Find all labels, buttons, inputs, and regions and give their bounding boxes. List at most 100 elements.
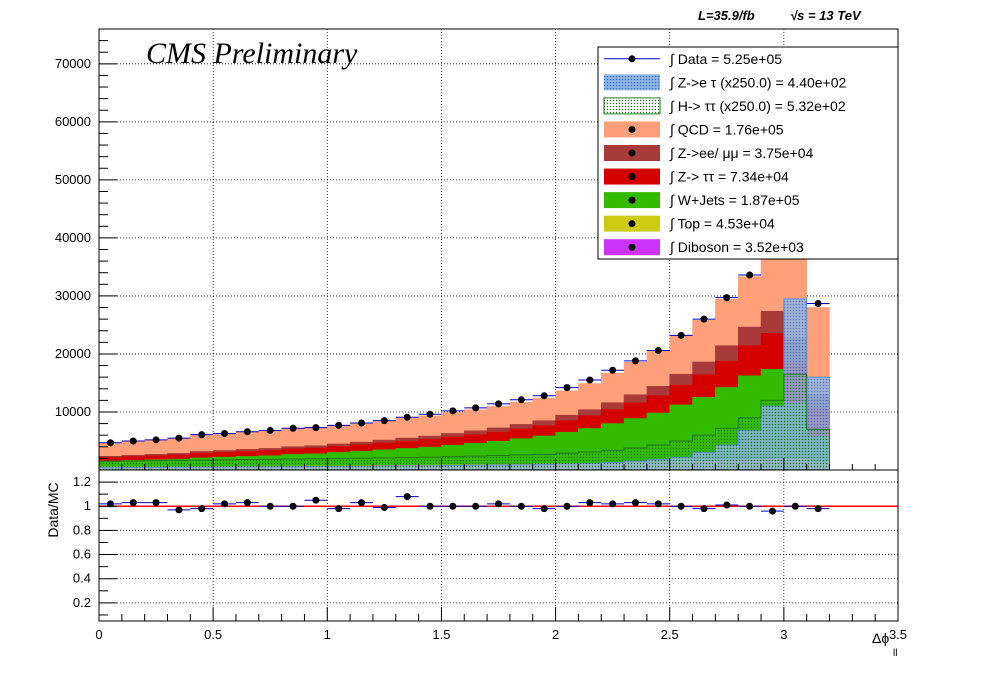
data-point-marker [335, 421, 343, 429]
ratio-point-marker [358, 499, 366, 507]
ratio-point [509, 502, 533, 510]
ratio-point [692, 505, 716, 513]
data-point-marker [723, 294, 731, 302]
lumi-label: L=35.9/fb [698, 8, 755, 23]
ratio-point [99, 500, 122, 508]
legend-entry-htautau: ∫ H-> ττ (x250.0) = 5.32e+02 [603, 97, 846, 115]
data-point-marker [517, 396, 525, 404]
data-point [555, 384, 579, 392]
ratio-point-marker [654, 500, 662, 508]
data-point-marker [700, 315, 708, 323]
ratio-point [304, 496, 328, 504]
data-point-marker [495, 400, 502, 408]
legend-swatch-marker [628, 243, 636, 251]
data-point [350, 419, 373, 427]
ratio-point [121, 499, 145, 507]
main-y-tick-label: 70000 [55, 56, 91, 71]
ratio-point [190, 505, 214, 513]
data-point-marker [198, 431, 206, 439]
ratio-point-marker [631, 499, 639, 507]
data-point-marker [243, 428, 251, 436]
ratio-y-tick-label: 0.4 [73, 571, 91, 586]
data-point-marker [106, 439, 114, 447]
data-point [532, 392, 556, 400]
x-tick-label: 1 [324, 627, 331, 642]
ratio-point [372, 503, 396, 511]
legend-swatch-marker [628, 55, 636, 63]
ratio-point [281, 502, 305, 510]
ratio-point [738, 502, 762, 510]
main-y-tick-label: 50000 [55, 172, 91, 187]
data-point [624, 357, 647, 365]
ratio-panel-frame [99, 470, 898, 621]
ratio-point [144, 499, 168, 507]
data-point [715, 294, 739, 302]
ratio-y-tick-label: 0.6 [73, 547, 91, 562]
ratio-point-marker [106, 500, 114, 508]
ratio-point-marker [198, 505, 206, 513]
ratio-y-tick-label: 1.2 [73, 474, 91, 489]
data-point [281, 424, 305, 432]
ratio-point-marker [472, 502, 480, 510]
ratio-point-marker [495, 500, 502, 508]
ratio-point-marker [380, 503, 388, 511]
data-point-marker [380, 417, 388, 425]
data-point [304, 424, 328, 432]
legend: ∫ Data = 5.25e+05 ∫ Z->e τ (x250.0) = 4.4… [597, 46, 899, 260]
legend-label: ∫ Z->ee/ μμ = 3.75e+04 [669, 145, 814, 161]
data-point [395, 413, 419, 421]
ratio-point-marker [403, 493, 411, 501]
ratio-panel: 0.2 0.4 0.6 0.8 1 1.2 0 0.5 1 1.5 2 2.5 3 3.5 Data/M… [45, 469, 907, 659]
cms-preliminary-label: CMS Preliminary [146, 37, 358, 70]
data-point [669, 331, 693, 339]
legend-entry-ztau_etau: ∫ Z->e τ (x250.0) = 4.40e+02 [604, 74, 847, 91]
ratio-point [624, 499, 647, 507]
ratio-point [327, 505, 351, 513]
data-point [167, 434, 191, 442]
main-y-tick-label: 10000 [55, 404, 91, 419]
ratio-point [601, 500, 625, 508]
ratio-point [646, 500, 670, 508]
legend-entry-data: ∫ Data = 5.25e+05 [604, 51, 782, 67]
ratio-point [487, 500, 510, 508]
ratio-point-marker [677, 502, 685, 510]
legend-label: ∫ Diboson = 3.52e+03 [669, 239, 804, 255]
ratio-y-axis: 0.2 0.4 0.6 0.8 1 1.2 [73, 469, 117, 616]
legend-label: ∫ Z-> ττ = 7.34e+04 [669, 169, 789, 185]
data-point [121, 437, 145, 445]
ratio-y-tick-label: 0.2 [73, 595, 91, 610]
data-point-marker [563, 384, 571, 392]
legend-entry-qcd: ∫ QCD = 1.76e+05 [604, 121, 784, 138]
ratio-point [532, 505, 556, 513]
x-axis-title-subscript: ll [893, 648, 897, 659]
ratio-point [213, 500, 236, 508]
data-point [372, 417, 396, 425]
data-points [99, 228, 830, 447]
x-tick-label: 0.5 [204, 627, 222, 642]
data-point-marker [677, 331, 685, 339]
data-point [806, 299, 830, 307]
data-point [646, 346, 670, 354]
main-y-tick-label: 60000 [55, 114, 91, 129]
ratio-point-marker [312, 496, 320, 504]
ratio-point [555, 502, 579, 510]
ratio-point-marker [426, 502, 434, 510]
x-tick-label: 2 [552, 627, 559, 642]
data-point [258, 427, 282, 435]
data-point [487, 400, 510, 408]
data-point-marker [631, 357, 639, 365]
ratio-point [258, 502, 282, 510]
data-point [509, 396, 533, 404]
data-point [327, 421, 351, 429]
ratio-point-marker [517, 502, 525, 510]
data-point [190, 431, 214, 439]
data-point-marker [266, 427, 274, 435]
ratio-point-marker [791, 502, 799, 510]
ratio-point [715, 501, 739, 509]
data-point [418, 410, 442, 418]
data-point-marker [449, 407, 457, 415]
legend-swatch [604, 74, 660, 91]
data-point [441, 407, 465, 415]
legend-swatch-marker [628, 149, 636, 157]
